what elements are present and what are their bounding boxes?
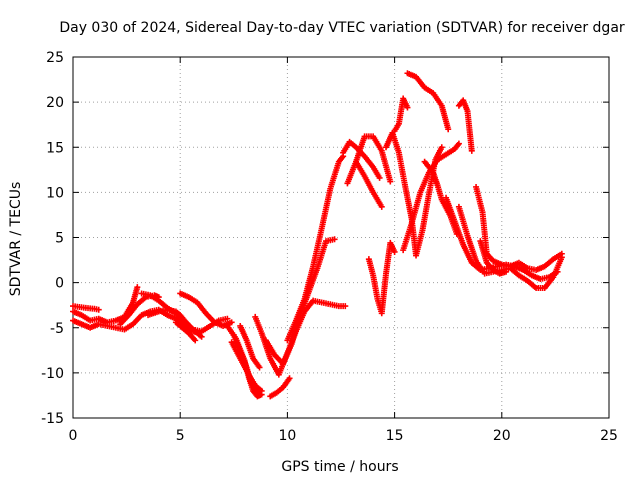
x-tick-label: 25 [600,428,618,444]
x-axis: 0 5 10 15 20 25 [69,57,618,444]
data-point [331,236,338,243]
data-point [438,144,445,151]
y-tick-label: 25 [46,50,64,66]
y-axis: -15 -10 -5 0 5 10 15 20 25 [41,50,609,427]
y-tick-label: 20 [46,95,64,111]
data-point [198,333,205,340]
y-tick-label: -15 [41,411,64,427]
data-point [256,364,263,371]
x-tick-label: 0 [69,428,78,444]
data-point [455,140,462,147]
data-point [134,284,141,291]
data-point [503,268,510,275]
y-tick-label: 5 [55,231,64,247]
data-point [378,203,385,210]
y-tick-label: 10 [46,185,64,201]
data-point [286,375,293,382]
x-tick-label: 15 [386,428,404,444]
y-tick-label: 0 [55,276,64,292]
y-axis-label: SDTVAR / TECUs [8,182,24,297]
x-axis-label: GPS time / hours [281,459,398,475]
data-point [404,104,411,111]
data-point [224,315,231,322]
data-point [95,306,102,313]
data-point [376,174,383,181]
chart-title: Day 030 of 2024, Sidereal Day-to-day VTE… [59,20,625,36]
x-tick-label: 5 [176,428,185,444]
grid-lines [73,57,609,418]
data-point [258,387,265,394]
x-tick-label: 20 [493,428,511,444]
y-tick-label: 15 [46,140,64,156]
y-tick-label: -5 [50,321,64,337]
data-point [391,248,398,255]
data-point [228,319,235,326]
y-tick-label: -10 [41,366,64,382]
data-point [192,337,199,344]
data-point [445,126,452,133]
data-point [387,178,394,185]
x-tick-label: 10 [278,428,296,444]
data-point [558,250,565,257]
data-points [70,70,565,400]
data-point [342,303,349,310]
data-point [468,147,475,154]
